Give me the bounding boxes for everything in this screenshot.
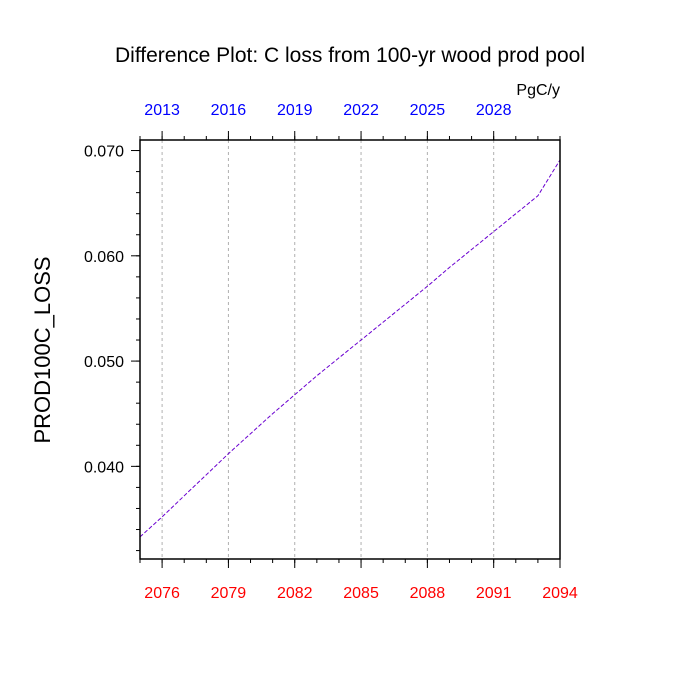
- y-tick-label: 0.060: [84, 249, 124, 266]
- axis-ticks: [131, 131, 561, 568]
- axis-tick-labels: 2076 2079 2082 2085 2088 2091 2094 2013 2016 2019…: [84, 102, 578, 602]
- x-bottom-tick-label: 2079: [211, 585, 247, 602]
- units-label: PgC/y: [516, 82, 560, 99]
- x-bottom-tick-label: 2082: [277, 585, 313, 602]
- series-line: [139, 159, 561, 538]
- x-bottom-tick-label: 2094: [542, 585, 578, 602]
- x-bottom-tick-label: 2076: [144, 585, 180, 602]
- x-top-tick-label: 2028: [476, 102, 512, 119]
- grid-lines: [161, 140, 495, 559]
- y-tick-label: 0.040: [84, 459, 124, 476]
- x-bottom-tick-label: 2091: [476, 585, 512, 602]
- x-bottom-tick-label: 2088: [410, 585, 446, 602]
- x-top-tick-label: 2016: [211, 102, 247, 119]
- x-top-tick-label: 2019: [277, 102, 313, 119]
- chart-title: Difference Plot: C loss from 100-yr wood…: [115, 44, 585, 67]
- x-bottom-tick-label: 2085: [343, 585, 379, 602]
- y-tick-label: 0.050: [84, 354, 124, 371]
- series-layer: [139, 159, 561, 538]
- y-tick-label: 0.070: [84, 144, 124, 161]
- x-top-tick-label: 2025: [410, 102, 446, 119]
- y-axis-label: PROD100C_LOSS: [30, 256, 55, 443]
- plot-frame: [139, 139, 561, 560]
- x-top-tick-label: 2013: [144, 102, 180, 119]
- x-top-tick-label: 2022: [343, 102, 379, 119]
